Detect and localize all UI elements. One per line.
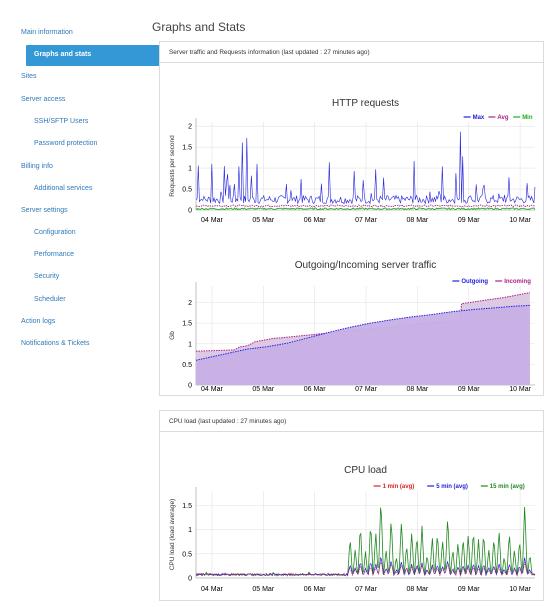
y-tick-label: 2 — [188, 124, 192, 131]
x-tick-label: 09 Mar — [458, 217, 480, 224]
x-tick-label: 04 Mar — [201, 586, 223, 593]
series-line-avg — [195, 204, 536, 208]
x-tick-label: 07 Mar — [355, 386, 377, 393]
y-tick-label: 1 — [188, 527, 192, 534]
x-tick-label: 04 Mar — [201, 386, 223, 393]
x-tick-label: 10 Mar — [509, 586, 531, 593]
traffic-panel-heading: Server traffic and Requests information — [169, 49, 280, 56]
chart-title: CPU load — [344, 465, 387, 476]
series-line-1min — [195, 561, 536, 578]
x-tick-label: 06 Mar — [304, 586, 326, 593]
cpu-panel: CPU load (last updated : 27 minutes ago)… — [159, 410, 544, 601]
y-tick-label: 0 — [188, 208, 192, 215]
http-requests-chart: HTTP requests Min Avg Max 04 Mar 05 Mar 06 Mar… — [169, 98, 536, 224]
series-area-outgoing — [196, 305, 530, 385]
sidebar-item-graphs-and-stats[interactable]: Graphs and stats — [26, 45, 165, 66]
sidebar-item-main-information[interactable]: Main information — [21, 29, 73, 36]
y-axis-label: CPU load (load average) — [169, 499, 176, 571]
traffic-panel-updated: (last updated : 27 minutes ago) — [281, 49, 370, 56]
legend-entry-label: 1 min (avg) — [383, 484, 415, 490]
legend-entry-label: 5 min (avg) — [436, 484, 468, 490]
cpu-panel-header: CPU load (last updated : 27 minutes ago) — [160, 411, 543, 432]
legend-entry-label: Max — [473, 115, 485, 121]
y-axis-label: Gb — [169, 331, 176, 340]
y-tick-label: 1.5 — [182, 145, 192, 152]
x-tick-label: 08 Mar — [406, 386, 428, 393]
page-title: Graphs and Stats — [152, 20, 246, 34]
legend-entry-label: 15 min (avg) — [490, 484, 525, 490]
series-line-outgoing — [195, 304, 530, 361]
cpu-panel-updated: (last updated : 27 minutes ago) — [198, 418, 287, 425]
sidebar-item-server-access[interactable]: Server access — [21, 96, 66, 103]
sidebar-item-notifications-tickets[interactable]: Notifications & Tickets — [21, 340, 90, 347]
traffic-panel: Server traffic and Requests information … — [159, 41, 544, 396]
cpu-load-chart: CPU load 15 min (avg) 5 min (avg) 1 min (av… — [169, 465, 536, 593]
sidebar-item-password-protection[interactable]: Password protection — [34, 140, 98, 147]
y-tick-label: 0.5 — [182, 187, 192, 194]
chart-title: HTTP requests — [332, 98, 399, 109]
y-tick-label: 0.5 — [182, 362, 192, 369]
legend-entry-label: Min — [522, 115, 533, 121]
y-tick-label: 2 — [188, 300, 192, 307]
y-tick-label: 1 — [188, 166, 192, 173]
legend-entry-label: Incoming — [504, 279, 531, 285]
x-tick-label: 06 Mar — [304, 217, 326, 224]
x-tick-label: 10 Mar — [509, 217, 531, 224]
traffic-panel-header: Server traffic and Requests information … — [160, 42, 543, 63]
legend-entry-label: Avg — [497, 115, 508, 121]
sidebar-item-sites[interactable]: Sites — [21, 73, 37, 80]
x-tick-label: 08 Mar — [406, 217, 428, 224]
series-line-15min — [195, 506, 536, 577]
series-line-min — [195, 207, 536, 211]
y-tick-label: 1.5 — [182, 503, 192, 510]
chart-legend: 15 min (avg) 5 min (avg) 1 min (avg) — [373, 484, 525, 490]
x-tick-label: 10 Mar — [509, 386, 531, 393]
sidebar-item-configuration[interactable]: Configuration — [34, 229, 76, 236]
x-tick-label: 05 Mar — [252, 586, 274, 593]
y-tick-label: 0 — [188, 383, 192, 390]
y-tick-label: 0 — [188, 576, 192, 583]
x-tick-label: 06 Mar — [304, 386, 326, 393]
chart-title: Outgoing/Incoming server traffic — [295, 260, 437, 271]
x-tick-label: 05 Mar — [252, 386, 274, 393]
sidebar-item-performance[interactable]: Performance — [34, 251, 75, 258]
chart-legend: Min Avg Max — [463, 115, 533, 121]
x-tick-label: 04 Mar — [201, 217, 223, 224]
sidebar-item-server-settings[interactable]: Server settings — [21, 207, 68, 214]
x-tick-label: 08 Mar — [406, 586, 428, 593]
legend-entry-label: Outgoing — [461, 279, 488, 285]
chart-legend: Incoming Outgoing — [452, 279, 531, 285]
server-traffic-chart: Outgoing/Incoming server traffic Incoming… — [169, 260, 535, 393]
series-line-5min — [195, 556, 536, 577]
sidebar-item-additional-services[interactable]: Additional services — [34, 185, 93, 192]
sidebar-item-ssh-sftp-users[interactable]: SSH/SFTP Users — [34, 118, 89, 125]
sidebar-item-security[interactable]: Security — [34, 273, 60, 280]
y-tick-label: 1 — [188, 341, 192, 348]
x-tick-label: 09 Mar — [458, 386, 480, 393]
sidebar-nav: Main information Graphs and stats Sites … — [0, 0, 170, 607]
x-tick-label: 09 Mar — [458, 586, 480, 593]
x-tick-label: 07 Mar — [355, 217, 377, 224]
cpu-panel-heading: CPU load — [169, 418, 197, 425]
sidebar-item-scheduler[interactable]: Scheduler — [34, 296, 66, 303]
y-tick-label: 0.5 — [182, 551, 192, 558]
sidebar-item-action-logs[interactable]: Action logs — [21, 318, 56, 325]
x-tick-label: 07 Mar — [355, 586, 377, 593]
y-tick-label: 1.5 — [182, 321, 192, 328]
x-tick-label: 05 Mar — [252, 217, 274, 224]
series-line-max — [195, 131, 536, 205]
y-axis-label: Requests per second — [169, 135, 176, 197]
sidebar-item-billing-info[interactable]: Billing info — [21, 163, 53, 170]
